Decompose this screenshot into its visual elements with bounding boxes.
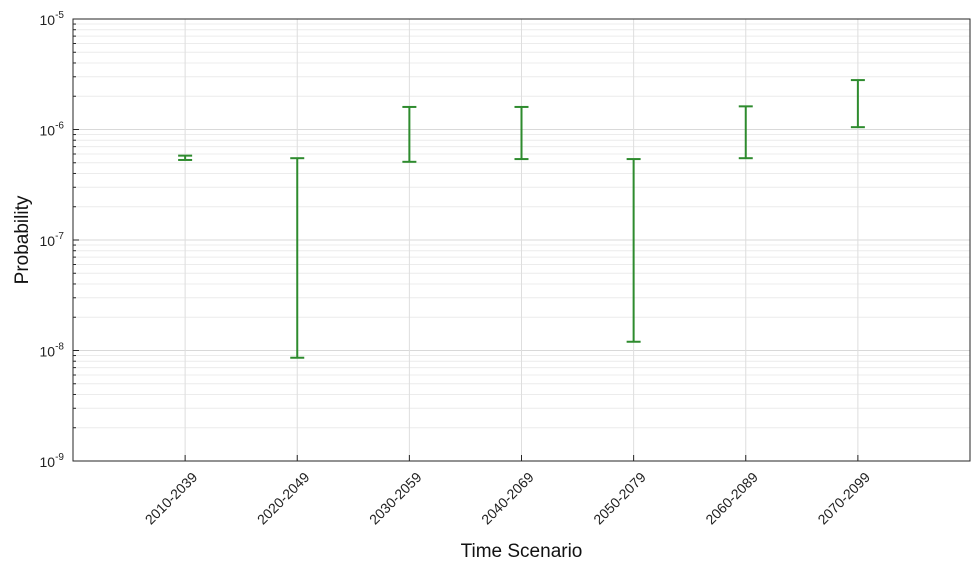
x-tick-label: 2030-2059 xyxy=(366,469,425,528)
x-tick-label: 2060-2089 xyxy=(702,469,761,528)
y-tick-label: 10-7 xyxy=(40,231,65,249)
x-tick-label: 2010-2039 xyxy=(142,469,201,528)
error-bar xyxy=(514,105,529,161)
x-tick-label: 2070-2099 xyxy=(814,469,873,528)
error-bar xyxy=(178,154,193,161)
y-axis-title: Probability xyxy=(12,195,33,284)
x-tick-label: 2040-2069 xyxy=(478,469,537,528)
error-bar xyxy=(402,105,417,163)
error-bars xyxy=(178,79,865,359)
x-tick-label: 2050-2079 xyxy=(590,469,649,528)
error-bar xyxy=(738,105,753,160)
x-axis: 2010-2039 2020-2049 2030-2059 2040-2069 2050… xyxy=(142,455,873,528)
y-tick-label: 10-9 xyxy=(40,452,65,470)
x-axis-title: Time Scenario xyxy=(461,541,583,562)
y-tick-label: 10-8 xyxy=(40,342,65,360)
x-tick-label: 2020-2049 xyxy=(254,469,313,528)
y-tick-label: 10-6 xyxy=(40,121,65,139)
error-bar xyxy=(626,158,641,343)
y-tick-label: 10-5 xyxy=(40,10,65,28)
error-bar xyxy=(850,79,865,129)
error-bar xyxy=(290,157,305,359)
grid-layer xyxy=(73,18,970,462)
y-axis: 10-9 10-8 10-7 10-6 10-5 xyxy=(40,10,79,470)
